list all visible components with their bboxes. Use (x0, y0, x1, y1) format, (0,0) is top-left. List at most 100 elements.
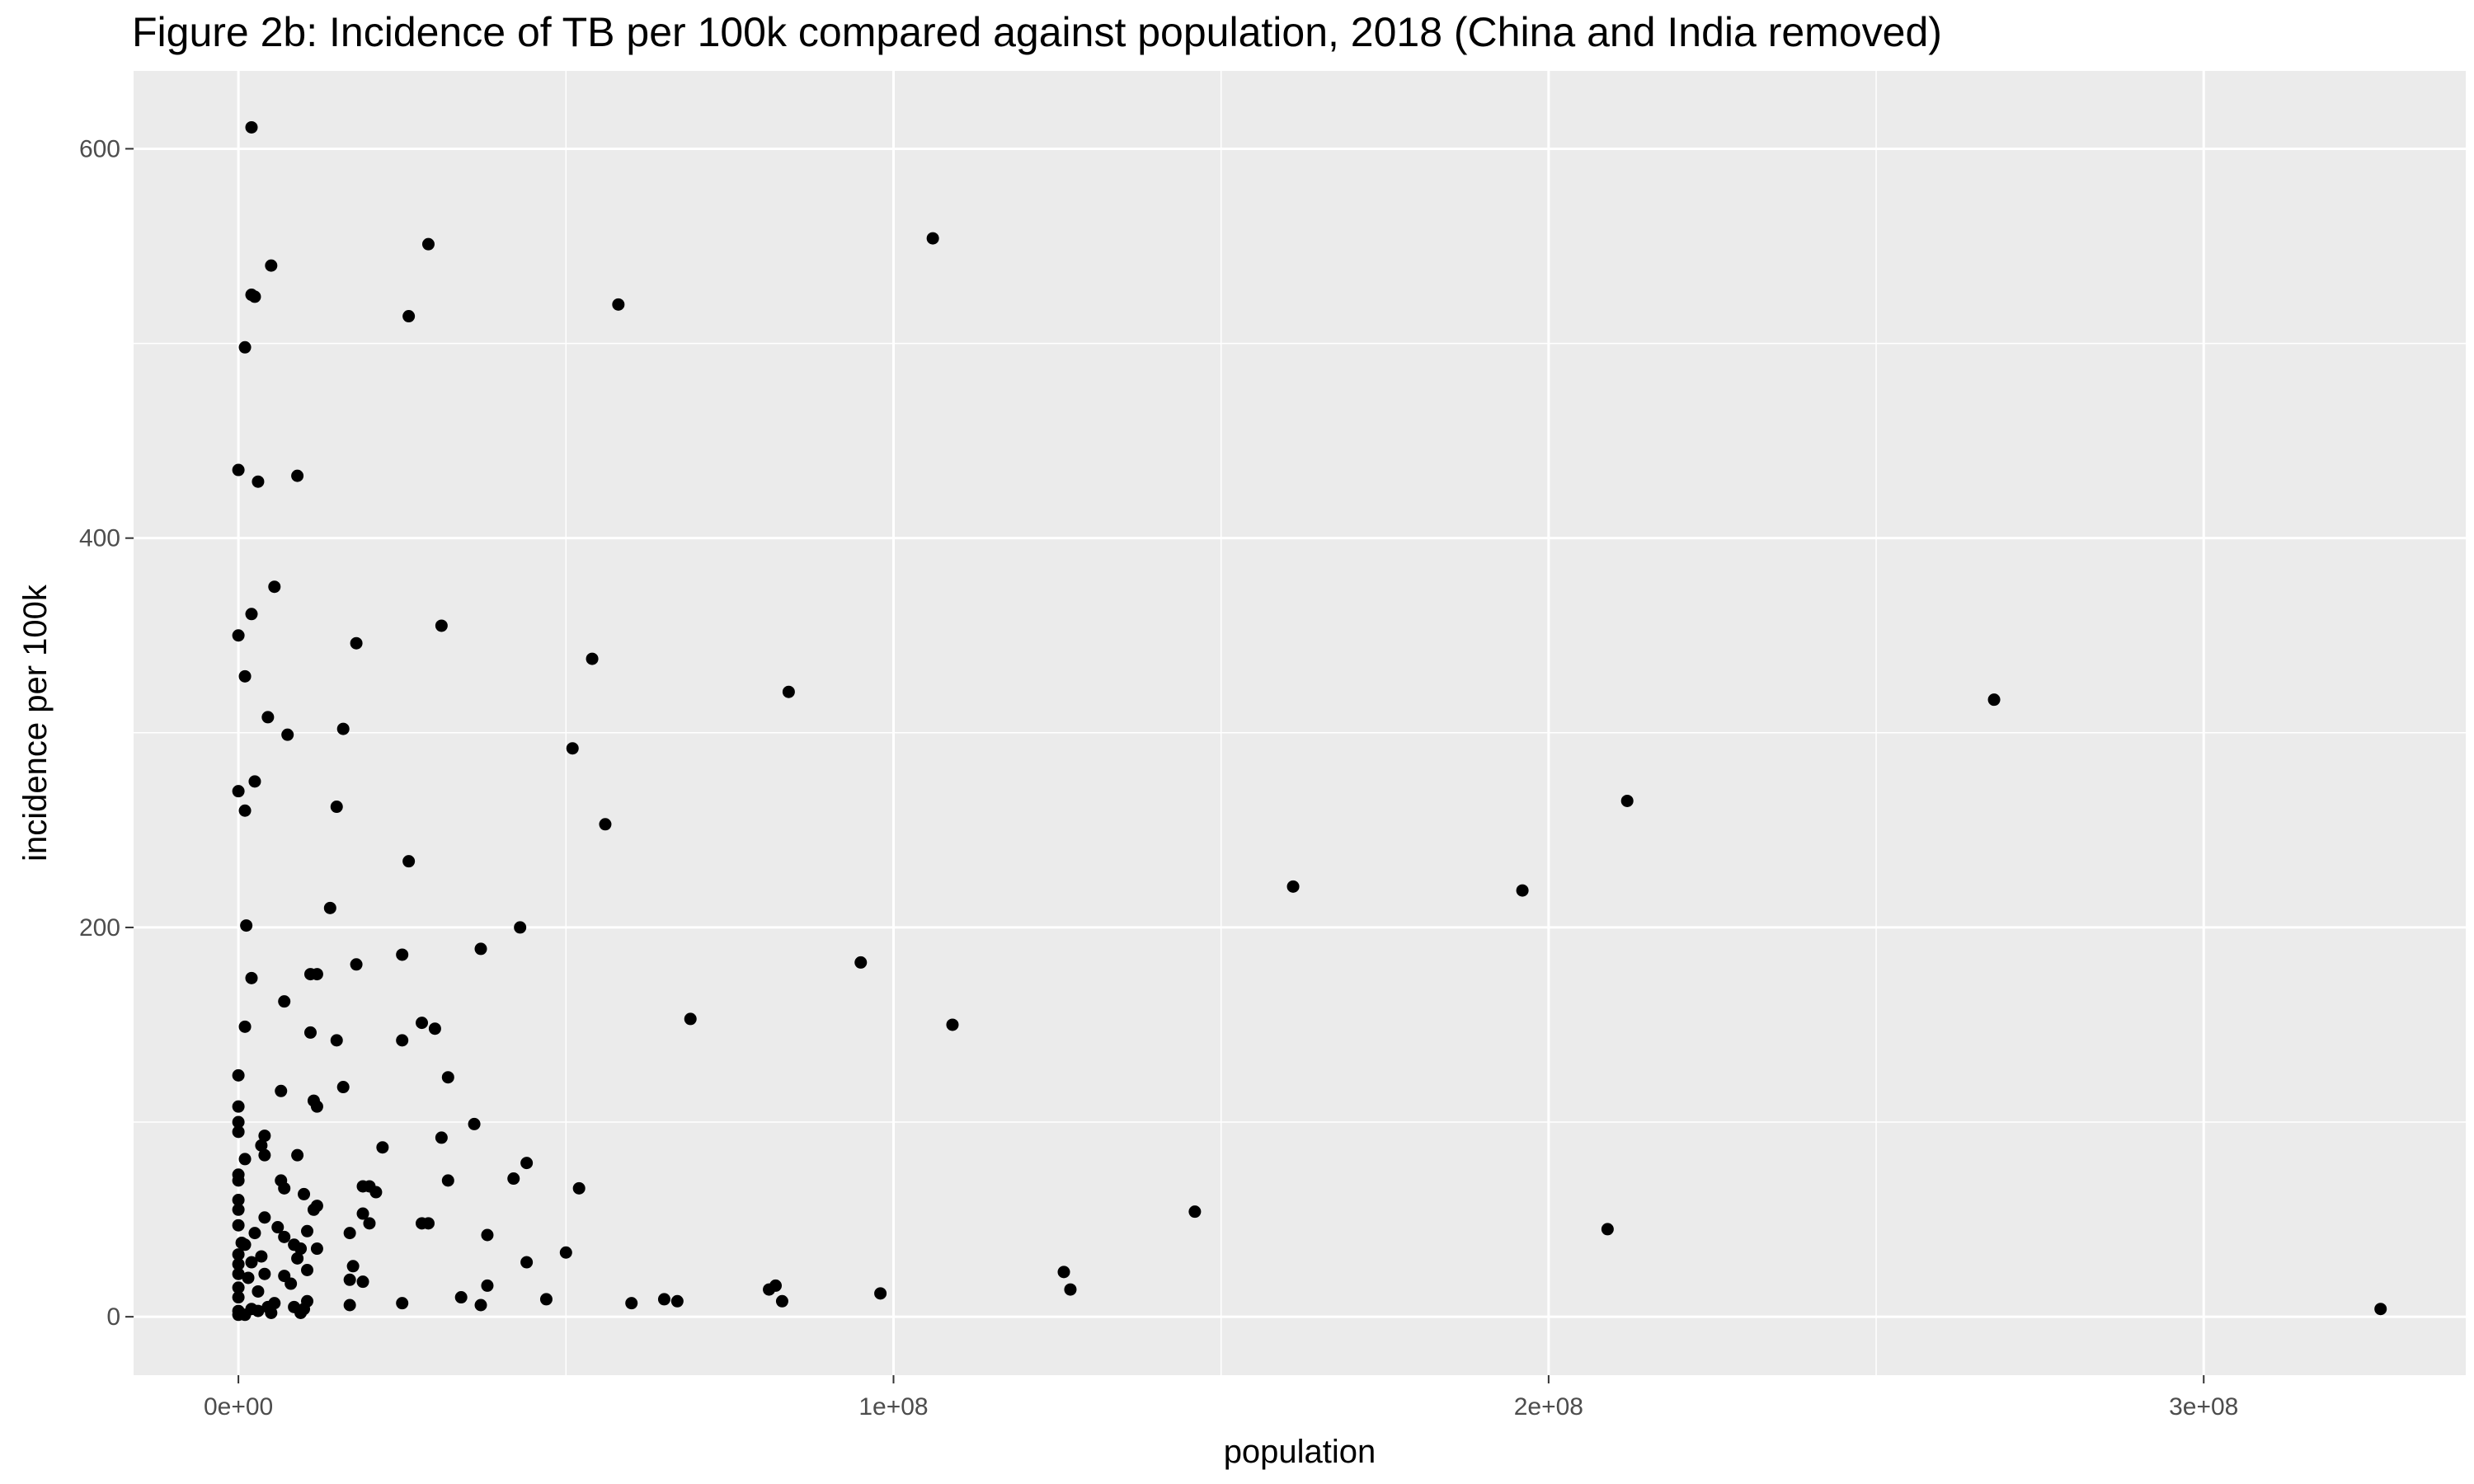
y-tick-label: 600 (79, 135, 120, 162)
data-point (291, 1252, 304, 1265)
data-point (330, 1034, 343, 1047)
data-point (248, 775, 261, 788)
data-point (255, 1250, 268, 1263)
data-point (468, 1117, 481, 1130)
data-point (232, 1115, 245, 1129)
data-point (396, 948, 409, 961)
data-point (245, 120, 258, 134)
data-point (238, 669, 252, 683)
data-point (363, 1217, 376, 1230)
data-point (285, 1277, 298, 1290)
major-gridlines (134, 71, 2466, 1375)
data-point (336, 722, 350, 735)
data-point (278, 1230, 291, 1243)
data-point (1620, 794, 1634, 807)
data-point (294, 1242, 308, 1256)
data-point (684, 1012, 697, 1026)
data-point (291, 1148, 304, 1162)
data-point (232, 1281, 245, 1294)
data-point (232, 785, 245, 798)
data-point (520, 1157, 534, 1170)
data-point (258, 1267, 271, 1280)
data-point (278, 995, 291, 1008)
data-point (238, 1153, 252, 1166)
data-point (343, 1298, 356, 1312)
data-point (258, 1148, 271, 1162)
data-point (1057, 1266, 1070, 1279)
data-point (235, 1236, 248, 1249)
x-axis: 0e+00 1e+08 2e+08 3e+08 (204, 1375, 2238, 1421)
data-point (670, 1294, 684, 1308)
data-point (343, 1227, 356, 1240)
data-point (298, 1187, 311, 1200)
data-point (428, 1022, 441, 1036)
data-point (566, 742, 579, 755)
data-point (421, 237, 435, 251)
data-point (278, 1181, 291, 1195)
data-point (396, 1297, 409, 1310)
data-point (441, 1071, 454, 1084)
data-point (520, 1256, 534, 1269)
data-point (421, 1217, 435, 1230)
data-point (232, 1174, 245, 1187)
data-point (232, 1291, 245, 1304)
data-point (514, 921, 527, 934)
data-point (402, 310, 416, 323)
data-point (232, 1308, 245, 1322)
data-point (301, 1263, 314, 1276)
data-point (265, 259, 278, 272)
data-point (245, 1256, 258, 1269)
data-point (356, 1207, 369, 1220)
data-point (268, 580, 281, 594)
plot-panel (134, 71, 2466, 1375)
data-point (625, 1297, 638, 1310)
data-point (2374, 1303, 2387, 1316)
data-point (356, 1275, 369, 1289)
data-point (775, 1294, 788, 1308)
data-point (271, 1221, 285, 1234)
data-point (330, 801, 343, 814)
x-tick-label: 0e+00 (204, 1393, 273, 1421)
data-point (310, 1100, 323, 1113)
data-point (402, 855, 416, 868)
data-point (369, 1186, 383, 1199)
data-point (232, 1203, 245, 1216)
data-point (232, 629, 245, 642)
data-point (336, 1081, 350, 1094)
x-tick-label: 2e+08 (1514, 1393, 1583, 1421)
data-point (350, 958, 363, 971)
data-point (232, 1193, 245, 1206)
y-axis-title: incidence per 100k (17, 584, 54, 862)
data-point (874, 1287, 887, 1300)
y-axis: 0 200 400 600 (79, 135, 134, 1331)
data-point (242, 1271, 255, 1284)
data-point (232, 1257, 245, 1270)
data-point (1516, 884, 1529, 897)
y-tick-label: 400 (79, 525, 120, 552)
data-point (1286, 880, 1300, 893)
data-point (248, 1227, 261, 1240)
data-point (240, 919, 253, 932)
data-point (232, 1125, 245, 1139)
data-point (474, 1298, 487, 1312)
data-point (1601, 1223, 1614, 1236)
data-point (1987, 693, 2001, 707)
data-point (232, 1219, 245, 1232)
data-point (255, 1139, 268, 1152)
data-point (586, 652, 599, 665)
x-tick-label: 3e+08 (2169, 1393, 2238, 1421)
data-point (252, 1284, 265, 1298)
data-point (310, 968, 323, 981)
data-point (232, 1100, 245, 1113)
data-point (782, 685, 795, 698)
data-point (291, 469, 304, 482)
data-point (310, 1242, 323, 1256)
data-point (376, 1141, 389, 1154)
data-point (572, 1181, 586, 1195)
data-point (539, 1293, 553, 1306)
data-point (281, 728, 294, 741)
data-point (232, 463, 245, 477)
data-point (303, 1026, 317, 1039)
data-point (252, 1304, 265, 1317)
data-points (232, 120, 2387, 1322)
